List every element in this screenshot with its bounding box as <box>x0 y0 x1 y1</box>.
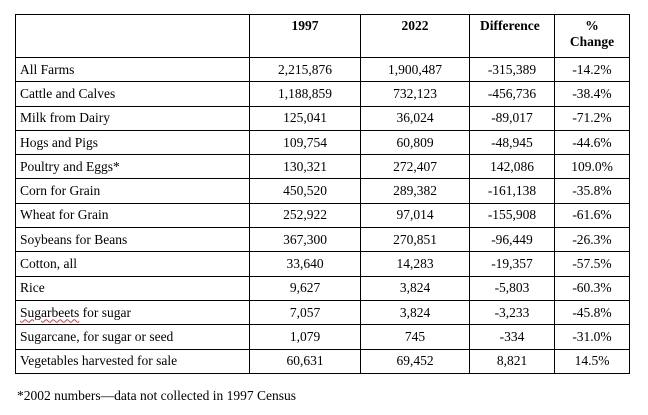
value-difference: -48,945 <box>469 129 555 156</box>
row-category: Sugarbeets for sugar <box>15 299 250 326</box>
value-percent-change: -38.4% <box>554 81 630 107</box>
table-row: Poultry and Eggs* 130,321 272,407 142,08… <box>15 154 630 180</box>
row-category: Corn for Grain <box>15 178 250 204</box>
table-row: Sugarbeets for sugar 7,057 3,824 -3,233 … <box>15 299 630 326</box>
header-1997: 1997 <box>249 14 361 58</box>
value-percent-change: -35.8% <box>554 178 630 204</box>
value-percent-change: 14.5% <box>554 348 630 374</box>
value-percent-change: -60.3% <box>554 275 630 301</box>
value-difference: 142,086 <box>469 154 555 180</box>
value-difference: -3,233 <box>469 299 555 326</box>
value-difference: -161,138 <box>469 178 555 204</box>
value-2022: 272,407 <box>360 154 470 180</box>
value-2022: 3,824 <box>360 275 470 301</box>
header-percent-change: % Change <box>554 14 630 58</box>
table-row: Rice 9,627 3,824 -5,803 -60.3% <box>15 275 630 301</box>
value-percent-change: -45.8% <box>554 299 630 326</box>
header-difference: Difference <box>469 14 555 58</box>
table-row: Vegetables harvested for sale 60,631 69,… <box>15 348 630 374</box>
value-difference: 8,821 <box>469 348 555 374</box>
value-2022: 745 <box>360 324 470 350</box>
value-2022: 36,024 <box>360 105 470 131</box>
value-difference: -315,389 <box>469 56 555 83</box>
row-category: Rice <box>15 275 250 301</box>
value-percent-change: -44.6% <box>554 129 630 156</box>
header-row: 1997 2022 Difference % Change <box>15 14 630 58</box>
value-1997: 125,041 <box>249 105 361 131</box>
value-2022: 14,283 <box>360 251 470 277</box>
value-percent-change: 109.0% <box>554 154 630 180</box>
table-row: All Farms 2,215,876 1,900,487 -315,389 -… <box>15 56 630 83</box>
spellcheck-flagged-word[interactable]: Sugarbeets <box>20 304 80 320</box>
value-2022: 289,382 <box>360 178 470 204</box>
value-2022: 60,809 <box>360 129 470 156</box>
table-row: Soybeans for Beans 367,300 270,851 -96,4… <box>15 227 630 253</box>
value-2022: 270,851 <box>360 227 470 253</box>
value-difference: -89,017 <box>469 105 555 131</box>
value-2022: 1,900,487 <box>360 56 470 83</box>
value-1997: 1,079 <box>249 324 361 350</box>
row-category: All Farms <box>15 56 250 83</box>
row-category: Cattle and Calves <box>15 81 250 107</box>
value-1997: 7,057 <box>249 299 361 326</box>
row-category: Poultry and Eggs* <box>15 154 250 180</box>
table-row: Sugarcane, for sugar or seed 1,079 745 -… <box>15 324 630 350</box>
value-percent-change: -61.6% <box>554 202 630 229</box>
header-percent-sign: % <box>585 18 599 33</box>
row-category: Soybeans for Beans <box>15 227 250 253</box>
row-category: Cotton, all <box>15 251 250 277</box>
value-1997: 2,215,876 <box>249 56 361 83</box>
table-row: Cattle and Calves 1,188,859 732,123 -456… <box>15 81 630 107</box>
value-1997: 60,631 <box>249 348 361 374</box>
row-category: Wheat for Grain <box>15 202 250 229</box>
value-1997: 367,300 <box>249 227 361 253</box>
header-category <box>15 14 250 58</box>
table-row: Wheat for Grain 252,922 97,014 -155,908 … <box>15 202 630 229</box>
value-difference: -155,908 <box>469 202 555 229</box>
value-1997: 33,640 <box>249 251 361 277</box>
header-change-label: Change <box>569 34 615 49</box>
row-category: Hogs and Pigs <box>15 129 250 156</box>
value-1997: 130,321 <box>249 154 361 180</box>
table-row: Hogs and Pigs 109,754 60,809 -48,945 -44… <box>15 129 630 156</box>
value-percent-change: -14.2% <box>554 56 630 83</box>
value-difference: -5,803 <box>469 275 555 301</box>
value-1997: 252,922 <box>249 202 361 229</box>
table-header: 1997 2022 Difference % Change <box>15 14 630 58</box>
row-category: Sugarcane, for sugar or seed <box>15 324 250 350</box>
value-percent-change: -71.2% <box>554 105 630 131</box>
value-difference: -456,736 <box>469 81 555 107</box>
value-difference: -19,357 <box>469 251 555 277</box>
table-row: Cotton, all 33,640 14,283 -19,357 -57.5% <box>15 251 630 277</box>
row-category-rest: for sugar <box>79 304 131 320</box>
value-percent-change: -31.0% <box>554 324 630 350</box>
table-row: Corn for Grain 450,520 289,382 -161,138 … <box>15 178 630 204</box>
value-1997: 1,188,859 <box>249 81 361 107</box>
value-2022: 3,824 <box>360 299 470 326</box>
row-category: Vegetables harvested for sale <box>15 348 250 374</box>
value-difference: -334 <box>469 324 555 350</box>
value-2022: 69,452 <box>360 348 470 374</box>
value-1997: 9,627 <box>249 275 361 301</box>
header-2022: 2022 <box>360 14 470 58</box>
value-percent-change: -26.3% <box>554 227 630 253</box>
value-2022: 97,014 <box>360 202 470 229</box>
value-percent-change: -57.5% <box>554 251 630 277</box>
row-category: Milk from Dairy <box>15 105 250 131</box>
table-body: All Farms 2,215,876 1,900,487 -315,389 -… <box>15 56 630 374</box>
value-1997: 450,520 <box>249 178 361 204</box>
value-1997: 109,754 <box>249 129 361 156</box>
value-difference: -96,449 <box>469 227 555 253</box>
value-2022: 732,123 <box>360 81 470 107</box>
farm-statistics-table: 1997 2022 Difference % Change All Farms … <box>15 14 630 374</box>
table-row: Milk from Dairy 125,041 36,024 -89,017 -… <box>15 105 630 131</box>
table-footnote: *2002 numbers—data not collected in 1997… <box>17 388 296 403</box>
